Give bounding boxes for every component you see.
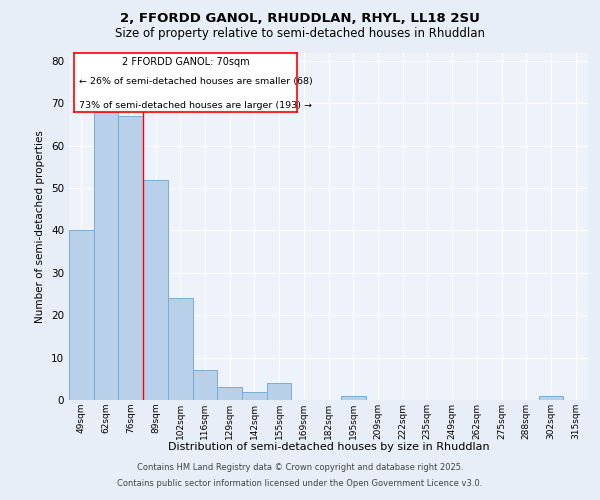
Bar [94, 112, 118, 400]
Text: Contains public sector information licensed under the Open Government Licence v3: Contains public sector information licen… [118, 478, 482, 488]
Text: Contains HM Land Registry data © Crown copyright and database right 2025.: Contains HM Land Registry data © Crown c… [137, 464, 463, 472]
Y-axis label: Number of semi-detached properties: Number of semi-detached properties [35, 130, 46, 322]
Text: 2, FFORDD GANOL, RHUDDLAN, RHYL, LL18 2SU: 2, FFORDD GANOL, RHUDDLAN, RHYL, LL18 2S… [120, 12, 480, 26]
Bar [118, 116, 143, 400]
Bar [217, 388, 242, 400]
Bar [539, 396, 563, 400]
X-axis label: Distribution of semi-detached houses by size in Rhuddlan: Distribution of semi-detached houses by … [167, 442, 490, 452]
Bar [242, 392, 267, 400]
Bar [267, 383, 292, 400]
Bar [69, 230, 94, 400]
Text: Size of property relative to semi-detached houses in Rhuddlan: Size of property relative to semi-detach… [115, 28, 485, 40]
Bar [193, 370, 217, 400]
Bar [168, 298, 193, 400]
Bar [143, 180, 168, 400]
Bar [341, 396, 365, 400]
